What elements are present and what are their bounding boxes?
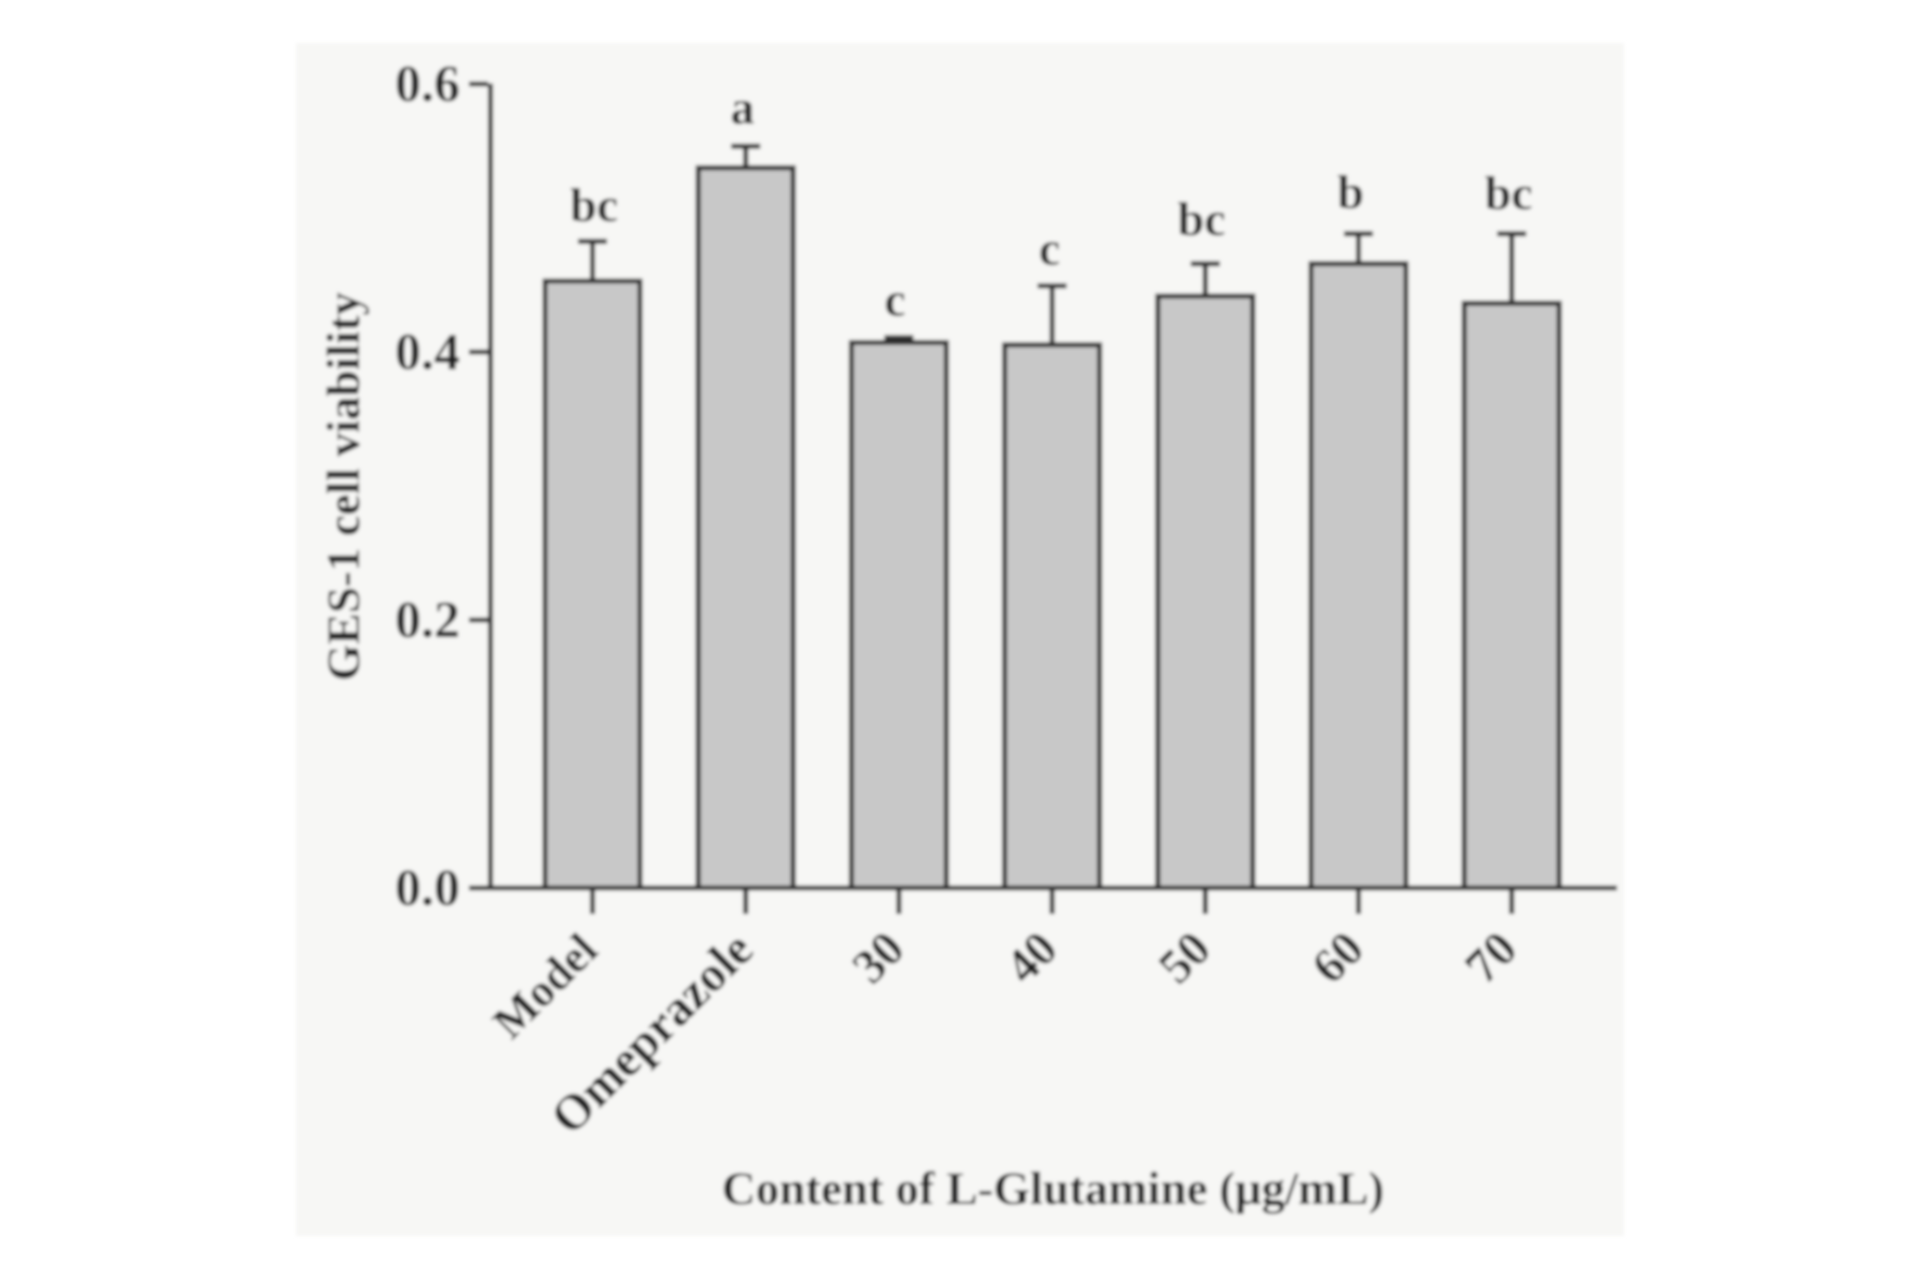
svg-text:0.4: 0.4 [395, 324, 460, 381]
svg-text:bc: bc [1178, 193, 1226, 246]
svg-text:c: c [884, 274, 905, 327]
svg-text:a: a [731, 82, 755, 135]
svg-text:b: b [1337, 166, 1364, 219]
svg-text:bc: bc [1485, 167, 1533, 220]
svg-text:0.0: 0.0 [395, 860, 460, 917]
svg-text:bc: bc [570, 179, 618, 232]
svg-text:c: c [1039, 223, 1060, 276]
svg-text:0.6: 0.6 [395, 56, 460, 113]
svg-text:Content of L-Glutamine (μg/mL): Content of L-Glutamine (μg/mL) [722, 1163, 1384, 1215]
svg-text:0.2: 0.2 [395, 592, 460, 649]
svg-text:GES-1 cell viability: GES-1 cell viability [318, 291, 370, 681]
